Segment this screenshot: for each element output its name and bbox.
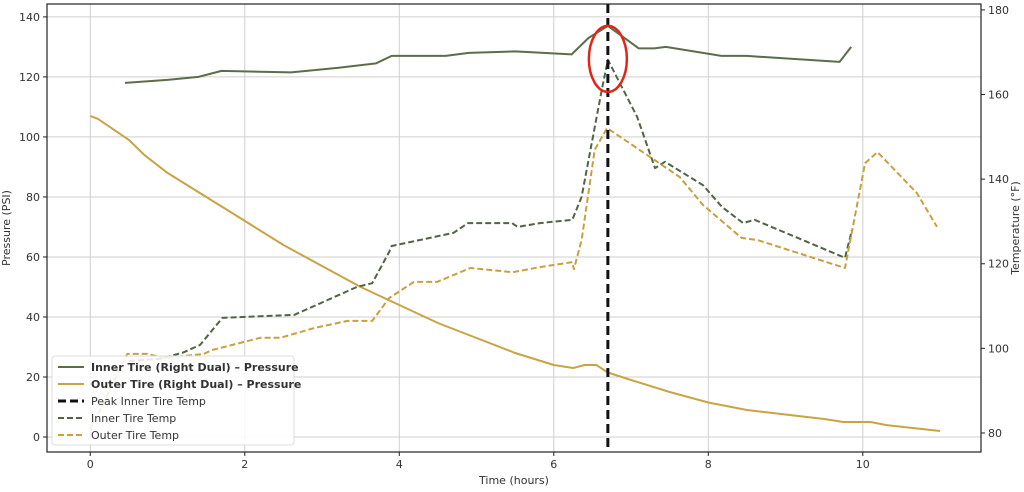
legend-label: Outer Tire Temp (91, 429, 179, 442)
y-right-tick-label: 140 (988, 173, 1009, 186)
x-tick-label: 0 (87, 458, 94, 471)
series-inner-tire-right-dual-pressure (124, 24, 852, 84)
legend: Inner Tire (Right Dual) – Pressure Outer … (51, 355, 301, 446)
plot-frame (46, 3, 982, 453)
y-right-tick-label: 80 (988, 427, 1002, 440)
y-right-tick-label: 180 (988, 4, 1009, 17)
y-left-tick-label: 120 (19, 71, 40, 84)
y-right-tick-label: 120 (988, 258, 1009, 271)
y-left-tick-label: 100 (19, 131, 40, 144)
legend-item: Inner Tire Temp (58, 412, 176, 425)
legend-item: Outer Tire Temp (58, 429, 179, 442)
y-right-tick-label: 160 (988, 89, 1009, 102)
series-outer-tire-right-dual-pressure (89, 114, 941, 432)
legend-label: Peak Inner Tire Temp (91, 395, 206, 408)
legend-item: Peak Inner Tire Temp (58, 395, 206, 408)
y-right-tick-label: 100 (988, 342, 1009, 355)
legend-item: Inner Tire (Right Dual) – Pressure (58, 361, 299, 374)
legend-box (51, 355, 295, 446)
y-left-tick-label: 20 (26, 371, 40, 384)
x-tick-label: 8 (705, 458, 712, 471)
y-left-tick-label: 60 (26, 251, 40, 264)
y-axis-left-label: Pressure (PSI) (0, 190, 13, 266)
legend-item: Outer Tire (Right Dual) – Pressure (58, 378, 301, 391)
y-axis-right-label: Temperature (°F) (1009, 181, 1022, 276)
x-tick-label: 10 (856, 458, 870, 471)
x-tick-label: 4 (396, 458, 403, 471)
legend-label: Inner Tire (Right Dual) – Pressure (91, 361, 299, 374)
series-outer-tire-temp (89, 127, 938, 431)
y-left-tick-label: 40 (26, 311, 40, 324)
legend-label: Outer Tire (Right Dual) – Pressure (91, 378, 301, 391)
x-tick-label: 2 (241, 458, 248, 471)
ticks: 0 2 4 6 8 10020406080100120140801001201401601… (19, 4, 1009, 471)
series-inner-tire-temp (128, 58, 853, 362)
x-axis-label: Time (hours) (478, 474, 549, 487)
series-group (89, 4, 941, 452)
peak-highlight-ellipse (587, 24, 629, 94)
x-tick-label: 6 (550, 458, 557, 471)
y-left-tick-label: 0 (33, 431, 40, 444)
y-left-tick-label: 140 (19, 11, 40, 24)
legend-label: Inner Tire Temp (91, 412, 176, 425)
y-left-tick-label: 80 (26, 191, 40, 204)
grid (47, 4, 981, 452)
